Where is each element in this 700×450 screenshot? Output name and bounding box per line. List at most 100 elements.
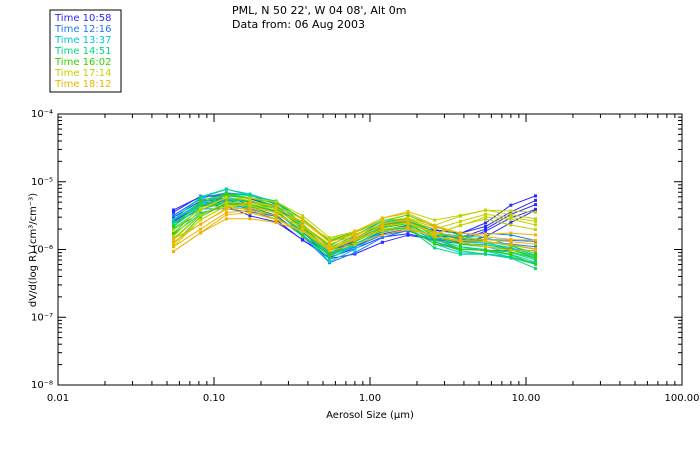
data-point [224,206,228,210]
data-point [224,217,228,221]
data-point [509,253,513,257]
data-point [224,192,228,196]
series-time-18-12 [172,201,537,253]
data-point [380,236,384,239]
x-tick-label: 10.00 [512,393,541,404]
data-point [433,234,437,238]
data-point [534,254,537,258]
chart-title: PML, N 50 22', W 04 08', Alt 0m [232,4,407,17]
legend-entry: Time 13:37 [54,35,111,46]
plot-area [57,113,683,386]
data-point [248,203,252,207]
data-point [172,228,175,232]
data-point [380,224,384,228]
data-point [433,246,437,250]
data-point [172,240,175,244]
data-point [301,214,305,218]
data-point [458,240,462,244]
data-point [274,204,278,208]
data-point [484,235,487,239]
data-point [353,242,357,246]
data-point [406,221,410,224]
data-point [248,196,252,200]
data-point [274,208,278,212]
data-point [509,217,513,221]
data-point [328,242,331,246]
data-point [534,194,537,198]
y-tick-label: 10⁻⁸ [31,380,53,391]
x-tick-label: 1.00 [359,393,381,404]
data-point [353,238,357,242]
data-point [224,202,228,206]
data-point [248,211,252,215]
data-point [248,208,252,212]
x-tick-label: 0.01 [47,393,69,404]
data-point [172,215,175,219]
data-point [509,246,513,250]
data-point [458,231,462,235]
data-point [380,219,384,223]
data-point [199,201,203,205]
data-point [301,219,305,223]
data-point [484,227,487,231]
data-point [353,231,357,235]
data-point [224,198,228,202]
data-point [509,221,513,225]
data-point [484,238,487,242]
data-point [172,250,175,253]
data-point [224,211,228,215]
y-tick-label: 10⁻⁶ [31,245,53,256]
data-point [509,238,513,241]
data-point [534,256,537,260]
data-point [301,234,305,238]
data-point [484,248,487,252]
data-point [433,240,437,244]
data-point [301,232,305,236]
legend-entry: Time 16:02 [54,57,111,68]
data-point [509,240,513,244]
data-point [433,225,437,229]
data-point [274,213,278,217]
data-point [534,238,537,242]
chart-subtitle: Data from: 06 Aug 2003 [232,18,366,31]
data-point [301,224,305,228]
data-point [248,201,252,205]
data-point [248,198,252,202]
data-point [484,232,487,236]
data-point [274,200,278,204]
data-point [172,208,175,212]
data-point [458,236,462,240]
data-point [353,247,357,251]
data-point [534,217,537,221]
data-point [484,240,487,244]
data-point [406,227,410,231]
data-point [224,213,228,217]
data-point [328,260,331,264]
data-point [328,249,331,253]
data-point [353,236,357,240]
data-point [509,223,513,227]
data-point [458,252,462,256]
data-point [224,196,228,200]
data-point [301,229,305,233]
data-point [353,251,357,255]
data-point [484,208,487,212]
data-point [328,253,331,257]
data-point [199,231,203,235]
data-point [172,231,175,235]
data-point [274,218,278,221]
data-point [199,199,203,203]
data-point [224,187,228,191]
data-point [199,222,203,226]
data-point [248,194,252,197]
data-point [328,245,331,249]
data-point [406,210,410,213]
data-point [248,206,252,210]
legend-entry: Time 10:58 [54,13,111,24]
data-point [458,248,462,251]
data-point [534,252,537,256]
data-point [484,217,487,221]
data-point [199,195,203,199]
